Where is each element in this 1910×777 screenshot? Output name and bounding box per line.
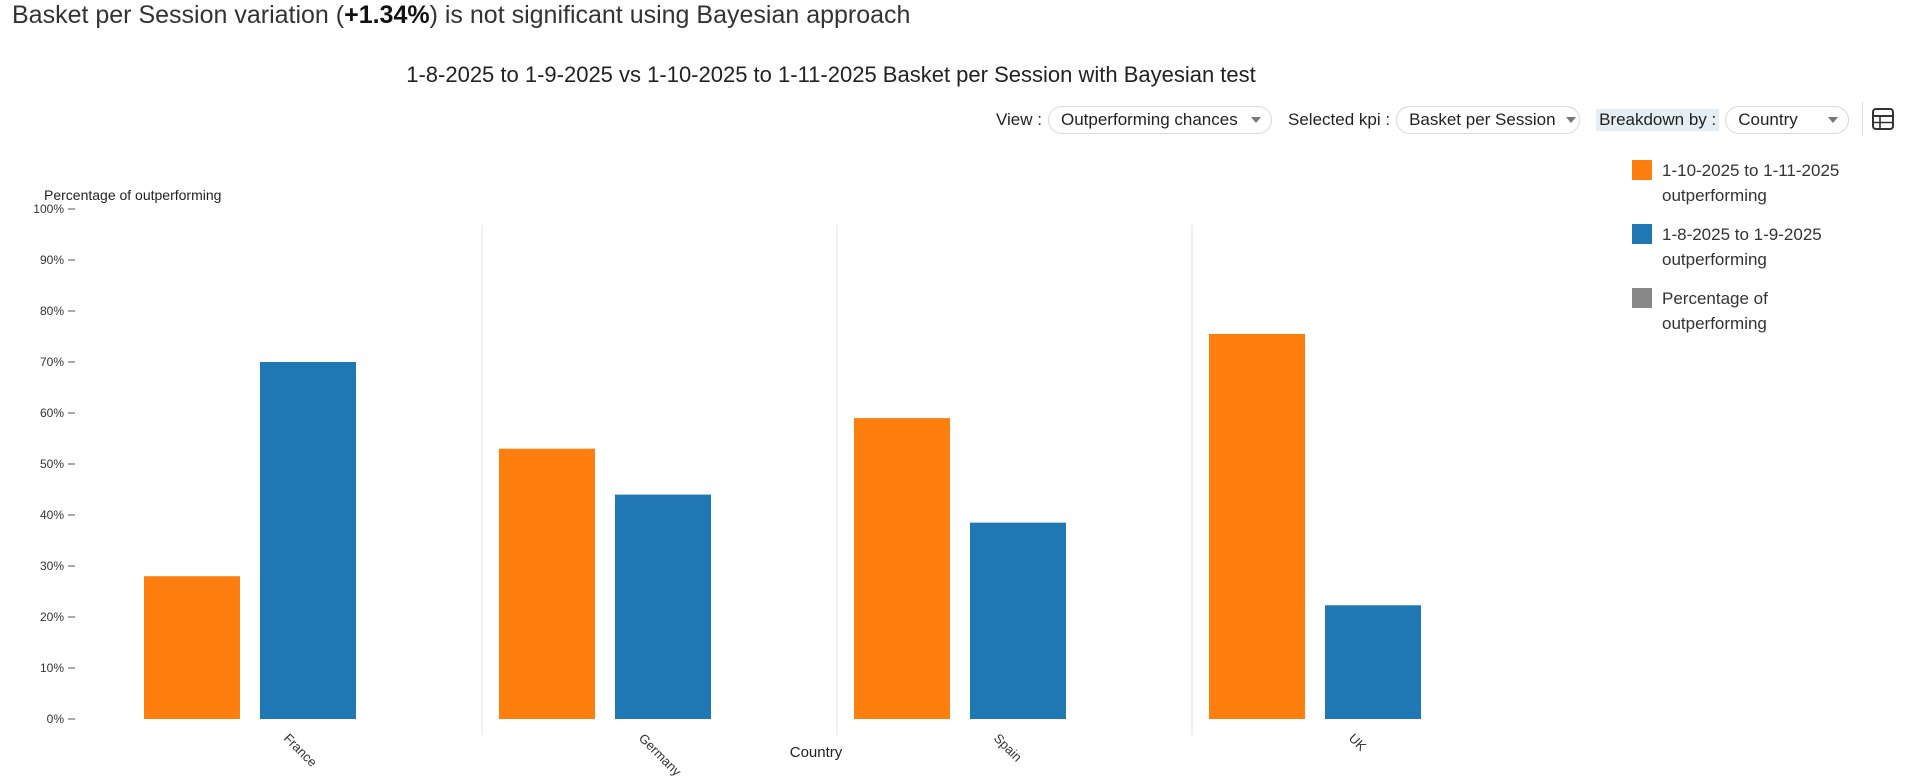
legend-label: 1-8-2025 to 1-9-2025 outperforming [1662,225,1822,269]
bar-germany-series-0[interactable] [499,448,595,719]
y-tick-label: 60% [40,406,64,420]
category-separators [481,225,1193,735]
bar-france-series-0[interactable] [144,576,240,719]
chart-legend: 1-10-2025 to 1-11-2025 outperforming 1-8… [1632,158,1902,350]
bar-uk-series-1[interactable] [1325,605,1421,719]
bar-germany-series-1[interactable] [615,494,711,719]
view-dropdown[interactable]: Outperforming chances [1048,106,1272,134]
legend-item[interactable]: 1-10-2025 to 1-11-2025 outperforming [1632,158,1902,208]
x-tick-label: Germany [636,731,685,777]
chart-controls: View : Outperforming chances Selected kp… [996,106,1850,134]
bars [144,333,1421,719]
toolbar-divider [1862,102,1863,136]
breakdown-value: Country [1738,110,1798,129]
y-axis: 0% 10% 20% 30% 40% 50% 60% 70% 80% 90% 100% [33,202,75,726]
headline-suffix: ) is not significant using Bayesian appr… [429,1,911,29]
variation-value: +1.34% [344,1,430,29]
significance-headline: Basket per Session variation (+1.34%) is… [12,0,910,30]
kpi-value: Basket per Session [1409,110,1556,129]
table-icon [1872,108,1894,130]
legend-label: Percentage of outperforming [1662,289,1768,333]
legend-swatch [1632,160,1652,180]
legend-item[interactable]: Percentage of outperforming [1632,286,1902,336]
kpi-label: Selected kpi : [1288,110,1391,129]
y-tick-label: 40% [40,508,64,522]
table-view-button[interactable] [1872,108,1894,130]
bar-uk-series-0[interactable] [1209,333,1305,719]
view-value: Outperforming chances [1061,110,1238,129]
breakdown-dropdown[interactable]: Country [1725,106,1850,134]
x-tick-label: Spain [991,731,1025,765]
view-label: View : [996,110,1042,129]
y-tick-label: 50% [40,457,64,471]
legend-label: 1-10-2025 to 1-11-2025 outperforming [1662,161,1840,205]
y-tick-label: 100% [33,202,64,216]
x-tick-label: UK [1346,731,1370,755]
y-tick-label: 80% [40,304,64,318]
x-tick-label: France [281,731,320,770]
y-tick-label: 0% [47,712,65,726]
headline-prefix: Basket per Session variation ( [12,1,345,29]
bar-france-series-1[interactable] [260,362,356,719]
chevron-down-icon [1251,117,1261,123]
y-axis-title: Percentage of outperforming [44,187,221,203]
y-tick-label: 20% [40,610,64,624]
legend-item[interactable]: 1-8-2025 to 1-9-2025 outperforming [1632,222,1902,272]
chevron-down-icon [1828,117,1839,123]
y-tick-label: 90% [40,253,64,267]
y-tick-label: 70% [40,355,64,369]
chevron-down-icon [1565,117,1576,123]
legend-swatch [1632,224,1652,244]
legend-swatch [1632,288,1652,308]
x-axis-title: Country [790,744,843,761]
kpi-dropdown[interactable]: Basket per Session [1396,106,1581,134]
chart-title: 1-8-2025 to 1-9-2025 vs 1-10-2025 to 1-1… [406,62,1256,87]
y-tick-label: 30% [40,559,64,573]
y-tick-label: 10% [40,661,64,675]
bar-spain-series-0[interactable] [854,418,950,719]
bar-spain-series-1[interactable] [970,522,1066,719]
breakdown-label: Breakdown by : [1596,109,1720,131]
